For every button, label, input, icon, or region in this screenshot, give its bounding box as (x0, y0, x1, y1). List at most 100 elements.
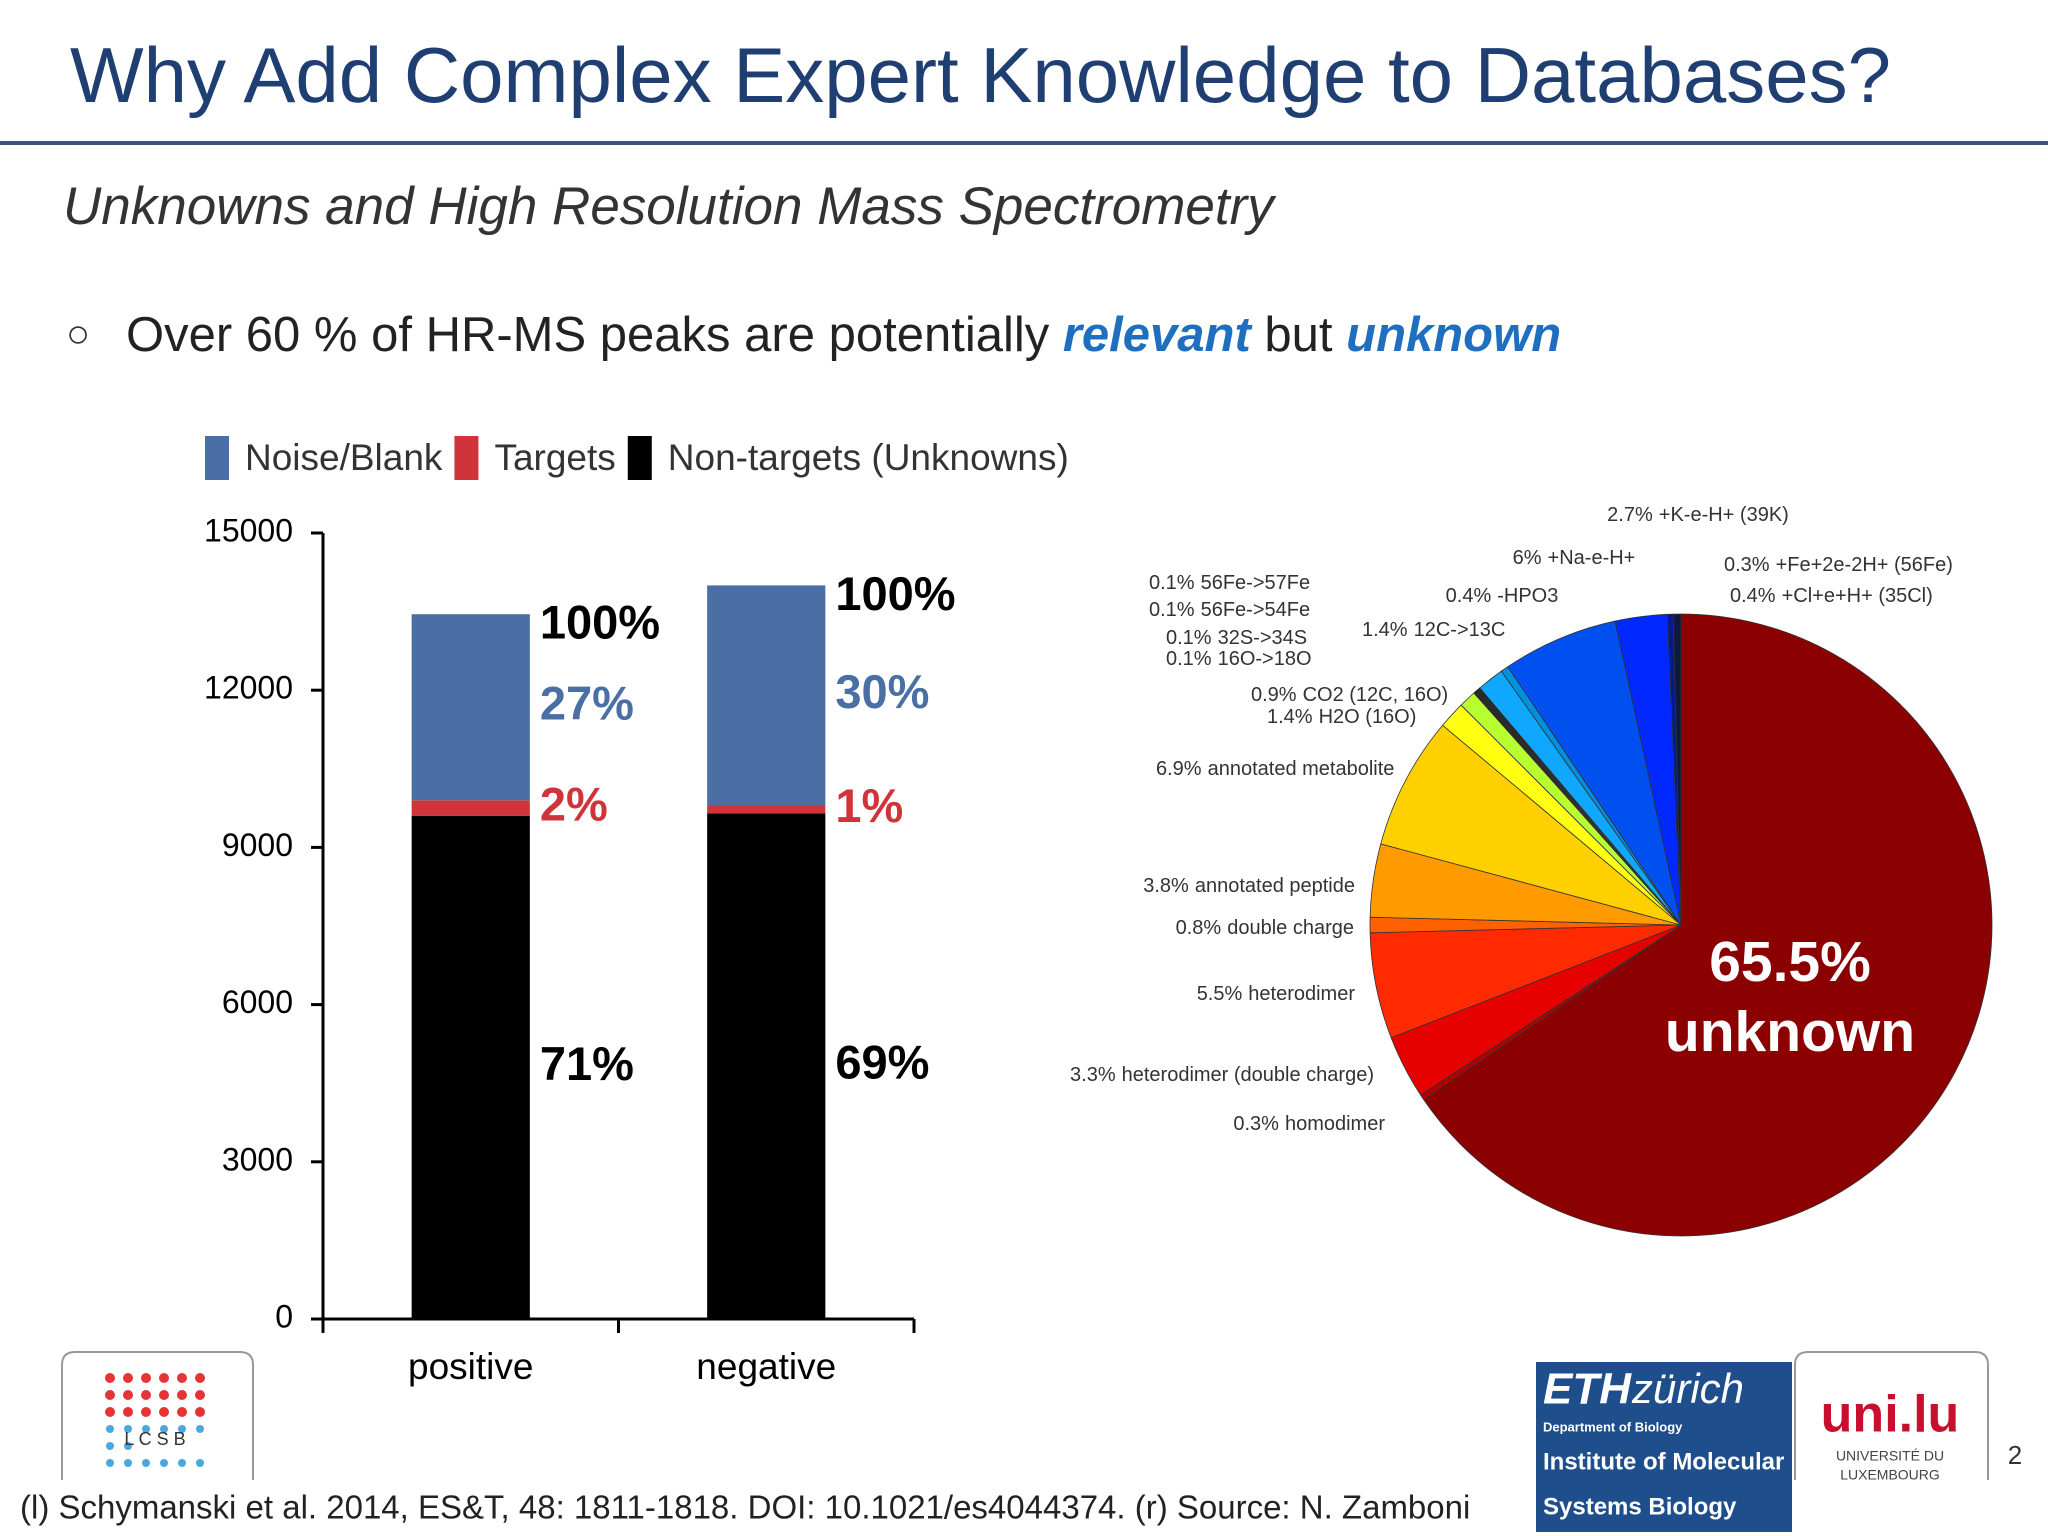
eth-text: ETH (1543, 1365, 1632, 1414)
logo-dot (196, 1459, 204, 1467)
logo-frame (1794, 1351, 1989, 1480)
eth-logo (1536, 1362, 1792, 1532)
bar-segment (411, 800, 530, 816)
logo-dot (195, 1373, 205, 1383)
pie-value-label: 3.8% (1143, 875, 1189, 897)
logo-dot (105, 1407, 115, 1417)
logo-dot (160, 1425, 168, 1433)
bar-segment (707, 805, 826, 814)
logo-dot (105, 1390, 115, 1400)
logo-dot (159, 1373, 169, 1383)
logo-dot (106, 1425, 114, 1433)
unilu-text: uni.lu (1821, 1386, 1960, 1444)
legend-swatch (454, 436, 479, 480)
logo-dot (195, 1390, 205, 1400)
subtitle: Unknowns and High Resolution Mass Spectr… (63, 177, 1274, 236)
pie-category-label: unknown (1665, 1000, 1915, 1064)
logo-dot (196, 1425, 204, 1433)
pie-slice (1380, 724, 1682, 926)
eth-text: Institute of Molecular (1543, 1448, 1784, 1475)
logo-dot (177, 1373, 187, 1383)
logo-dot (142, 1459, 150, 1467)
pie-slice (1672, 613, 1682, 926)
pie-category-label: -HPO3 (1497, 585, 1558, 607)
pie-label: 2.7% +K-e-H+ (39K) (1607, 504, 1789, 526)
footer: (l) Schymanski et al. 2014, ES&T, 48: 18… (20, 1489, 1470, 1526)
bullet-emphasis: relevant (1062, 308, 1251, 362)
logo-frame (61, 1351, 254, 1480)
logo-dot (178, 1459, 186, 1467)
pie-label: 1.4% 12C->13C (1362, 619, 1505, 641)
bar-segment (707, 813, 826, 1319)
logo-dot (124, 1425, 132, 1433)
y-tick-label: 0 (275, 1298, 293, 1334)
pie-category-label: +Cl+e+H+ (35Cl) (1782, 585, 1933, 607)
pie-category-label: double charge (1227, 917, 1354, 939)
pie-value-label: 0.1% (1166, 648, 1212, 670)
y-tick-label: 15000 (204, 512, 293, 548)
pie-value-label: 0.8% (1176, 917, 1222, 939)
bar-segment (707, 585, 826, 806)
legend-label: Targets (494, 437, 615, 478)
pie-value-label: 6.9% (1156, 758, 1202, 780)
pie-value-label: 65.5% (1709, 930, 1871, 994)
pie-value-label: 3.3% (1070, 1064, 1116, 1086)
y-tick-label: 6000 (222, 984, 293, 1020)
lcsb-text: L C S B (124, 1429, 185, 1449)
pie-label: 6% +Na-e-H+ (1513, 547, 1636, 569)
legend-label: Non-targets (Unknowns) (668, 437, 1069, 478)
pie-category-label: +K-e-H+ (39K) (1659, 504, 1789, 526)
pie-label: 0.4% +Cl+e+H+ (35Cl) (1730, 585, 1933, 607)
logo-dot (177, 1407, 187, 1417)
lcsb-logo (105, 1373, 205, 1467)
pie-category-label: 56Fe->54Fe (1201, 599, 1311, 621)
pie-category-label: CO2 (12C, 16O) (1303, 684, 1449, 706)
pie-label: 0.9% CO2 (12C, 16O) (1251, 684, 1448, 706)
pie-label: 1.4% H2O (16O) (1267, 706, 1416, 728)
pie-value-label: 0.4% (1730, 585, 1776, 607)
bullet: Over 60 % of HR-MS peaks are potentially… (126, 307, 1561, 363)
x-tick-label: negative (696, 1346, 836, 1387)
page-number: 2 (2008, 1440, 2022, 1470)
pie-slice (1423, 613, 1993, 1237)
pie-value-label: 1.4% (1362, 619, 1408, 641)
pie-value-label: 0.1% (1149, 599, 1195, 621)
legend-swatch (627, 436, 652, 480)
y-tick-label: 3000 (222, 1141, 293, 1177)
pie-category-label: +Na-e-H+ (1548, 547, 1636, 569)
logo-dot (105, 1373, 115, 1383)
pie-label: 0.1% 32S->34S (1166, 627, 1307, 649)
pie-label: 0.4% -HPO3 (1446, 585, 1559, 607)
bullet-text: Over 60 % of HR-MS peaks are potentially (126, 308, 1063, 362)
pie-category-label: heterodimer (1248, 983, 1355, 1005)
segment-annotation: 71% (540, 1037, 634, 1090)
bullet-text: but (1250, 308, 1347, 362)
segment-annotation: 27% (540, 677, 634, 730)
title-rule (0, 141, 2048, 145)
legend-label: Noise/Blank (245, 437, 443, 478)
legend-swatch (205, 436, 229, 480)
logo-dot (123, 1390, 133, 1400)
logo-dot (124, 1442, 132, 1450)
segment-annotation: 2% (540, 778, 608, 831)
pie-category-label: H2O (16O) (1319, 706, 1417, 728)
pie-value-label: 0.3% (1724, 554, 1770, 576)
pie-category-label: annotated peptide (1195, 875, 1355, 897)
bar-segment (411, 614, 530, 801)
pie-category-label: +Fe+2e-2H+ (56Fe) (1776, 554, 1953, 576)
pie-label: 3.8% annotated peptide (1143, 875, 1355, 897)
pie-value-label: 0.9% (1251, 684, 1297, 706)
pie-value-label: 0.1% (1166, 627, 1212, 649)
total-annotation: 100% (540, 596, 660, 649)
pie-category-label: heterodimer (double charge) (1122, 1064, 1374, 1086)
unilu-text: LUXEMBOURG (1840, 1467, 1940, 1483)
bullet-emphasis: unknown (1346, 308, 1562, 362)
pie-category-label: 16O->18O (1218, 648, 1312, 670)
logo-dot (106, 1442, 114, 1450)
pie-label: 0.1% 16O->18O (1166, 648, 1312, 670)
segment-annotation: 1% (835, 779, 903, 832)
logo-dot (123, 1373, 133, 1383)
pie-value-label: 2.7% (1607, 504, 1653, 526)
pie-value-label: 5.5% (1197, 983, 1243, 1005)
